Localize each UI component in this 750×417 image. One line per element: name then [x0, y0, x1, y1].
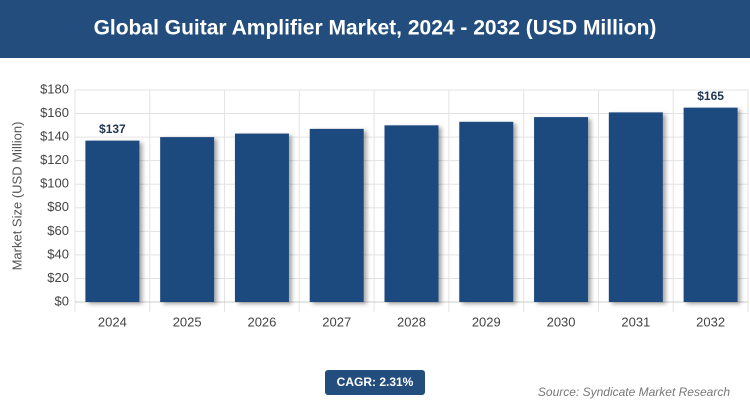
bar — [85, 140, 140, 302]
cagr-badge — [325, 370, 425, 395]
y-tick-label: $180 — [40, 81, 69, 96]
y-tick-label: $40 — [47, 246, 69, 261]
bar — [459, 121, 514, 302]
x-tick-label: 2025 — [173, 314, 202, 329]
bar — [234, 133, 289, 302]
y-tick-label: $120 — [40, 152, 69, 167]
y-tick-label: $160 — [40, 105, 69, 120]
x-tick-label: 2026 — [247, 314, 276, 329]
value-label: $165 — [697, 89, 724, 103]
y-tick-label: $80 — [47, 199, 69, 214]
source-note: Source: Syndicate Market Research — [538, 385, 730, 399]
x-tick-label: 2030 — [547, 314, 576, 329]
y-tick-label: $100 — [40, 176, 69, 191]
y-tick-label: $20 — [47, 270, 69, 285]
value-label: $137 — [99, 122, 126, 136]
x-tick-label: 2027 — [322, 314, 351, 329]
bar — [160, 137, 215, 302]
y-tick-label: $140 — [40, 129, 69, 144]
y-axis-label: Market Size (USD Million) — [9, 122, 24, 271]
x-tick-label: 2028 — [397, 314, 426, 329]
y-tick-label: $0 — [55, 293, 69, 308]
x-tick-label: 2029 — [472, 314, 501, 329]
bar — [309, 128, 364, 302]
bar — [384, 125, 439, 302]
x-tick-label: 2031 — [621, 314, 650, 329]
bar — [683, 107, 738, 303]
chart-title: Global Guitar Amplifier Market, 2024 - 2… — [94, 17, 657, 40]
bar — [608, 112, 663, 302]
y-tick-label: $60 — [47, 223, 69, 238]
title-banner — [0, 0, 750, 58]
x-tick-label: 2032 — [696, 314, 725, 329]
cagr-text: CAGR: 2.31% — [337, 375, 414, 389]
x-tick-label: 2024 — [98, 314, 127, 329]
bar — [534, 117, 589, 302]
